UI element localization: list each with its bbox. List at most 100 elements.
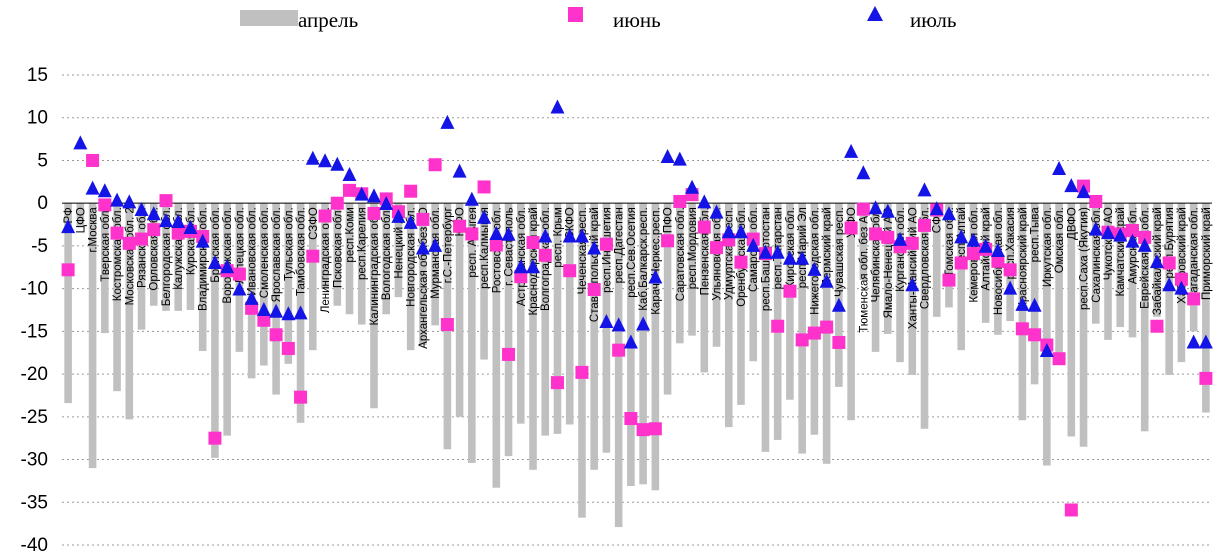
april-bar <box>370 203 378 409</box>
june-marker <box>208 431 222 445</box>
x-tick-label: г. Севастополь <box>504 207 516 286</box>
x-tick-label: Астраханская обл. <box>516 207 528 306</box>
x-tick-label: СКФО <box>565 207 577 239</box>
june-marker <box>1052 352 1066 366</box>
july-marker <box>831 297 846 312</box>
june-marker <box>86 153 100 167</box>
april-bar <box>1189 203 1198 332</box>
x-tick-label: Ярославская обл. <box>271 207 283 302</box>
x-tick-label: респ.Саха (Якутия) <box>1079 207 1091 310</box>
july-marker <box>1064 178 1079 193</box>
april-bar <box>492 203 501 488</box>
july-marker <box>428 237 443 252</box>
y-tick-label: -40 <box>21 535 48 553</box>
july-marker <box>195 233 210 248</box>
april-bar <box>211 203 219 458</box>
x-tick-label: Мурманская обл. <box>430 207 442 299</box>
y-tick-label: -15 <box>21 321 48 342</box>
x-tick-label: респ.Коми <box>345 207 357 262</box>
x-tick-label: Еврейская авт.обл. <box>1140 207 1152 309</box>
x-tick-label: Калининградская обл. <box>369 207 381 325</box>
june-marker <box>795 333 809 347</box>
april-bar <box>712 203 721 347</box>
april-bar <box>1116 203 1125 328</box>
april-bar <box>1067 203 1076 437</box>
july-marker <box>550 99 565 114</box>
july-marker <box>611 317 626 332</box>
april-bar <box>663 203 672 395</box>
july-marker <box>770 244 785 259</box>
july-marker <box>893 231 908 246</box>
april-bar <box>700 203 709 373</box>
april-bar <box>333 203 342 306</box>
y-tick-label: -25 <box>21 407 48 428</box>
june-marker <box>1125 224 1139 238</box>
july-marker <box>318 153 333 168</box>
april-bar <box>688 203 696 336</box>
april-bar <box>504 203 513 457</box>
july-marker <box>844 143 859 158</box>
april-bar <box>871 203 880 352</box>
june-marker <box>428 158 442 172</box>
x-tick-label: респ. Крым <box>552 207 564 268</box>
april-bar <box>223 203 231 436</box>
july-marker <box>758 244 773 259</box>
june-marker <box>232 267 246 281</box>
april-bar <box>737 203 745 405</box>
june-marker <box>1003 263 1017 277</box>
april-bar <box>578 203 586 518</box>
x-tick-label: Саратовская обл. <box>675 207 687 301</box>
july-marker <box>330 156 345 171</box>
x-tick-label: Удмуртская респ. <box>724 207 736 300</box>
june-marker <box>612 343 626 357</box>
april-bar <box>480 203 488 360</box>
july-marker <box>1174 280 1189 295</box>
x-tick-label: Камчатский край <box>1115 207 1127 296</box>
june-marker <box>281 341 295 355</box>
april-bar <box>835 203 843 387</box>
x-tick-label: г.С.-Петербург <box>442 207 454 283</box>
april-bar <box>357 203 366 325</box>
april-bar <box>468 203 476 463</box>
april-bar <box>345 203 354 315</box>
april-bar <box>186 203 195 310</box>
july-marker <box>587 240 602 255</box>
april-bar <box>761 203 770 452</box>
y-tick-label: -30 <box>21 450 48 471</box>
july-marker <box>134 202 149 217</box>
june-marker <box>98 198 112 212</box>
x-tick-label: Ивановская обл. <box>247 207 259 296</box>
june-marker <box>257 313 271 327</box>
june-marker <box>771 319 785 333</box>
x-tick-label: г.Москва <box>88 207 100 253</box>
x-tick-label: Иркутская обл. <box>1042 207 1054 287</box>
july-marker <box>819 273 834 288</box>
x-tick-label: Томская обл. <box>944 207 956 277</box>
legend-june-marker <box>568 7 583 22</box>
x-tick-label: Белгородская обл. <box>161 207 173 306</box>
july-marker <box>403 214 418 229</box>
july-marker <box>73 135 88 150</box>
june-marker <box>306 249 320 263</box>
june-marker <box>269 328 283 342</box>
june-marker <box>844 221 858 235</box>
june-marker <box>550 376 564 390</box>
july-marker <box>391 208 406 223</box>
x-tick-label: Брянская обл. <box>210 207 222 283</box>
x-tick-label: Новгородская обл. <box>406 207 418 307</box>
june-marker <box>869 227 883 241</box>
june-marker <box>918 218 931 232</box>
july-marker <box>856 165 871 180</box>
april-bar <box>1030 203 1039 385</box>
july-marker <box>61 219 76 234</box>
july-marker <box>538 228 553 243</box>
april-bar <box>419 203 427 346</box>
x-tick-label: Липецкая обл. <box>234 207 246 284</box>
x-tick-label: респ. Адыгея <box>467 207 479 277</box>
legend-april-label: апрель <box>298 8 358 32</box>
june-marker <box>159 194 173 208</box>
april-bar <box>541 203 550 436</box>
july-marker <box>110 192 125 207</box>
